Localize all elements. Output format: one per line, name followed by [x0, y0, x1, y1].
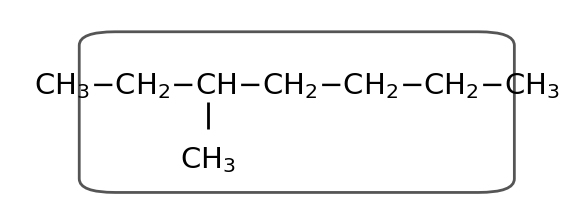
- FancyBboxPatch shape: [79, 32, 514, 192]
- Text: $\mathsf{CH_3{-}CH_2{-}CH{-}CH_2{-}CH_2{-}CH_2{-}CH_3}$: $\mathsf{CH_3{-}CH_2{-}CH{-}CH_2{-}CH_2{…: [34, 71, 560, 101]
- Text: $\mathsf{CH_3}$: $\mathsf{CH_3}$: [180, 145, 236, 175]
